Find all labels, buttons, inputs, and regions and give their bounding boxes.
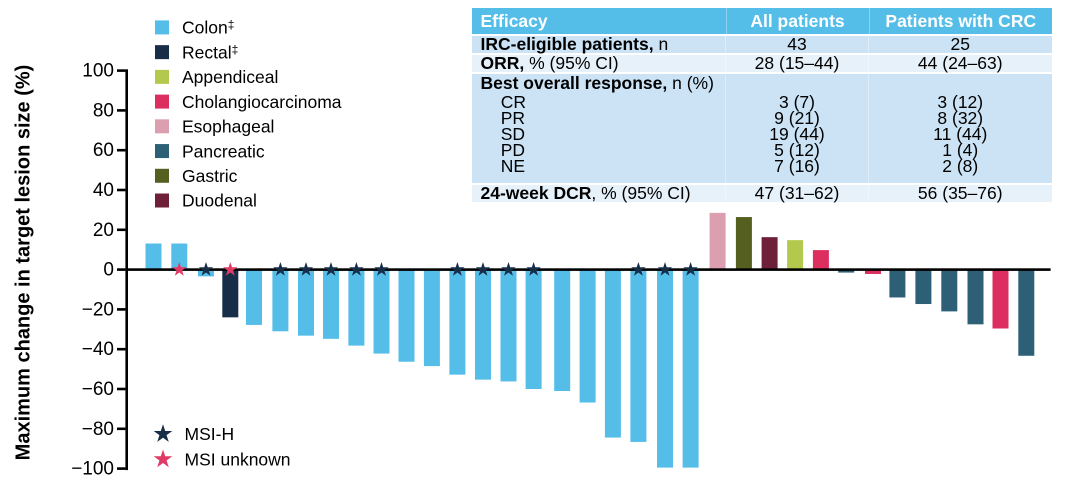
svg-text:Esophageal: Esophageal xyxy=(182,117,274,137)
svg-text:60: 60 xyxy=(93,140,114,161)
svg-text:100: 100 xyxy=(82,61,114,82)
svg-text:20: 20 xyxy=(93,220,114,241)
svg-text:Colon‡: Colon‡ xyxy=(182,18,234,38)
svg-text:−20: −20 xyxy=(82,299,114,320)
svg-text:MSI-H: MSI-H xyxy=(185,424,235,444)
svg-text:−80: −80 xyxy=(82,419,114,440)
svg-text:−100: −100 xyxy=(71,459,114,480)
svg-text:Duodenal: Duodenal xyxy=(182,191,257,211)
svg-text:−60: −60 xyxy=(82,379,114,400)
svg-text:0: 0 xyxy=(103,260,114,281)
svg-text:MSI unknown: MSI unknown xyxy=(185,450,291,470)
svg-text:80: 80 xyxy=(93,100,114,121)
svg-text:40: 40 xyxy=(93,180,114,201)
svg-text:Gastric: Gastric xyxy=(182,166,238,186)
svg-text:Appendiceal: Appendiceal xyxy=(182,67,278,87)
svg-text:Maximum change in target lesio: Maximum change in target lesion size (%) xyxy=(13,65,35,461)
svg-text:Pancreatic: Pancreatic xyxy=(182,141,265,161)
svg-text:Rectal‡: Rectal‡ xyxy=(182,42,238,62)
svg-text:−40: −40 xyxy=(82,339,114,360)
svg-text:Cholangiocarcinoma: Cholangiocarcinoma xyxy=(182,92,342,112)
